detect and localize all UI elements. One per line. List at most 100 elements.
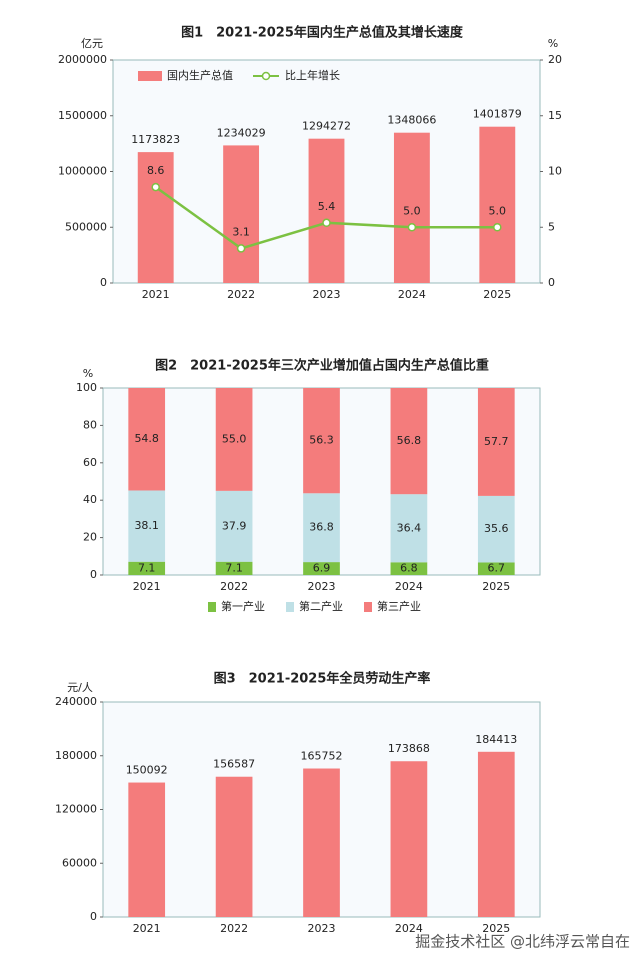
x-tick-label: 2024 — [398, 288, 426, 301]
data-label: 165752 — [301, 750, 343, 763]
data-label: 1348066 — [387, 114, 436, 127]
y2-tick-label: 10 — [548, 165, 562, 178]
watermark: 掘金技术社区 @北纬浮云常自在 — [415, 933, 630, 951]
bar — [393, 132, 430, 283]
x-tick-label: 2023 — [308, 580, 336, 593]
y-axis-label: 亿元 — [81, 37, 103, 50]
y-tick-label: 60 — [83, 456, 97, 469]
data-label: 8.6 — [147, 164, 165, 177]
data-label: 1173823 — [131, 133, 180, 146]
legend-label: 第三产业 — [377, 599, 421, 613]
y-tick-label: 1000000 — [58, 165, 107, 178]
y-axis-label: 元/人 — [67, 681, 93, 694]
bar — [390, 494, 428, 563]
legend-label: 比上年增长 — [285, 68, 340, 82]
bar — [308, 138, 345, 283]
y-tick-label: 0 — [90, 910, 97, 923]
bar — [215, 561, 253, 575]
x-tick-label: 2022 — [220, 922, 248, 935]
chart-title: 图1 2021-2025年国内生产总值及其增长速度 — [181, 25, 464, 41]
data-label: 5.0 — [403, 204, 421, 217]
bar — [477, 751, 515, 917]
bar — [477, 562, 515, 575]
x-tick-label: 2024 — [395, 922, 423, 935]
line-marker — [322, 218, 331, 228]
y2-tick-label: 5 — [548, 220, 555, 233]
chart-title: 图2 2021-2025年三次产业增加值占国内生产总值比重 — [155, 358, 489, 374]
data-label: 6.9 — [313, 562, 331, 575]
line-marker — [493, 223, 502, 232]
bar — [215, 776, 253, 917]
y-tick-label: 120000 — [55, 803, 97, 816]
bar — [128, 490, 166, 562]
data-label: 156587 — [213, 758, 255, 771]
y-tick-label: 100 — [76, 381, 97, 394]
x-tick-label: 2025 — [482, 922, 510, 935]
bar — [390, 761, 428, 917]
legend-swatch — [208, 602, 216, 612]
x-tick-label: 2022 — [220, 580, 248, 593]
y-tick-label: 180000 — [55, 749, 97, 762]
line-marker — [407, 223, 417, 232]
data-label: 1234029 — [217, 126, 266, 139]
y-tick-label: 20 — [83, 531, 97, 544]
y2-axis-label: % — [548, 37, 558, 50]
bar — [303, 768, 340, 917]
y-tick-label: 60000 — [62, 856, 97, 869]
data-label: 36.8 — [309, 521, 334, 534]
y-tick-label: 500000 — [65, 220, 107, 233]
bar — [128, 561, 166, 575]
line-marker — [236, 244, 246, 253]
legend-label: 国内生产总值 — [167, 68, 233, 82]
bar — [215, 388, 253, 491]
bar — [128, 388, 166, 491]
data-label: 1401879 — [473, 108, 522, 121]
bar — [223, 145, 260, 283]
data-label: 7.1 — [225, 561, 243, 574]
x-tick-label: 2025 — [483, 288, 511, 301]
x-tick-label: 2024 — [395, 580, 423, 593]
bar — [128, 782, 166, 917]
y-tick-label: 1500000 — [58, 109, 107, 122]
data-label: 6.8 — [400, 562, 418, 575]
bar — [215, 490, 253, 562]
bar — [390, 388, 428, 495]
data-label: 55.0 — [222, 432, 247, 445]
x-tick-label: 2025 — [482, 580, 510, 593]
x-tick-label: 2021 — [133, 922, 161, 935]
legend-label: 第二产业 — [299, 599, 343, 613]
y2-tick-label: 0 — [548, 276, 555, 289]
bar — [479, 126, 516, 283]
data-label: 3.1 — [232, 225, 250, 238]
legend-label: 第一产业 — [221, 599, 265, 613]
y-tick-label: 2000000 — [58, 53, 107, 66]
x-tick-label: 2023 — [308, 922, 336, 935]
data-label: 7.1 — [138, 561, 156, 574]
data-label: 1294272 — [302, 120, 351, 133]
legend-swatch — [138, 71, 162, 81]
data-label: 56.3 — [309, 434, 334, 447]
x-tick-label: 2022 — [227, 288, 255, 301]
y-tick-label: 240000 — [55, 695, 97, 708]
x-tick-label: 2023 — [313, 288, 341, 301]
x-tick-label: 2021 — [133, 580, 161, 593]
data-label: 57.7 — [484, 435, 509, 448]
legend-swatch — [286, 602, 294, 612]
bar — [303, 493, 340, 563]
y2-tick-label: 15 — [548, 109, 562, 122]
data-label: 6.7 — [488, 562, 506, 575]
bar — [477, 495, 515, 563]
data-label: 54.8 — [134, 432, 159, 445]
data-label: 5.4 — [318, 200, 336, 213]
data-label: 150092 — [126, 764, 168, 777]
bar — [390, 562, 428, 575]
legend-swatch — [261, 71, 271, 81]
data-label: 35.6 — [484, 522, 509, 535]
data-label: 56.8 — [397, 434, 422, 447]
data-label: 37.9 — [222, 519, 247, 532]
y-tick-label: 0 — [90, 568, 97, 581]
y2-tick-label: 20 — [548, 53, 562, 66]
bar — [303, 388, 340, 494]
legend-swatch — [364, 602, 372, 612]
data-label: 36.4 — [397, 521, 422, 534]
